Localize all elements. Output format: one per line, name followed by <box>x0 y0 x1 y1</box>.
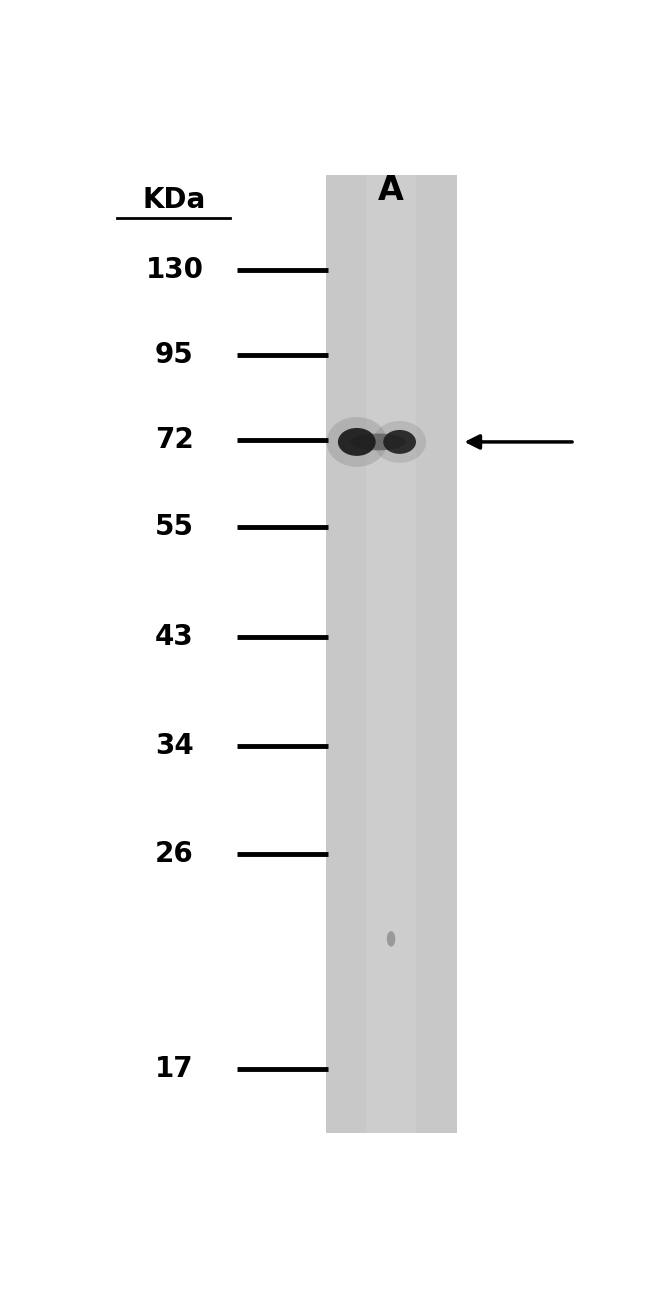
Circle shape <box>387 932 395 946</box>
Ellipse shape <box>384 430 416 454</box>
Text: 34: 34 <box>155 732 194 761</box>
Bar <box>326 175 456 1134</box>
Text: 43: 43 <box>155 622 194 651</box>
Text: 26: 26 <box>155 840 194 868</box>
Text: 72: 72 <box>155 426 194 454</box>
Text: A: A <box>378 174 404 207</box>
Text: 130: 130 <box>146 257 203 284</box>
Text: 17: 17 <box>155 1055 194 1082</box>
Ellipse shape <box>373 421 426 463</box>
Ellipse shape <box>350 434 406 450</box>
Text: KDa: KDa <box>143 187 206 214</box>
Text: 95: 95 <box>155 341 194 369</box>
Ellipse shape <box>326 417 387 467</box>
Bar <box>366 175 416 1134</box>
Ellipse shape <box>338 428 376 456</box>
Text: 55: 55 <box>155 513 194 540</box>
